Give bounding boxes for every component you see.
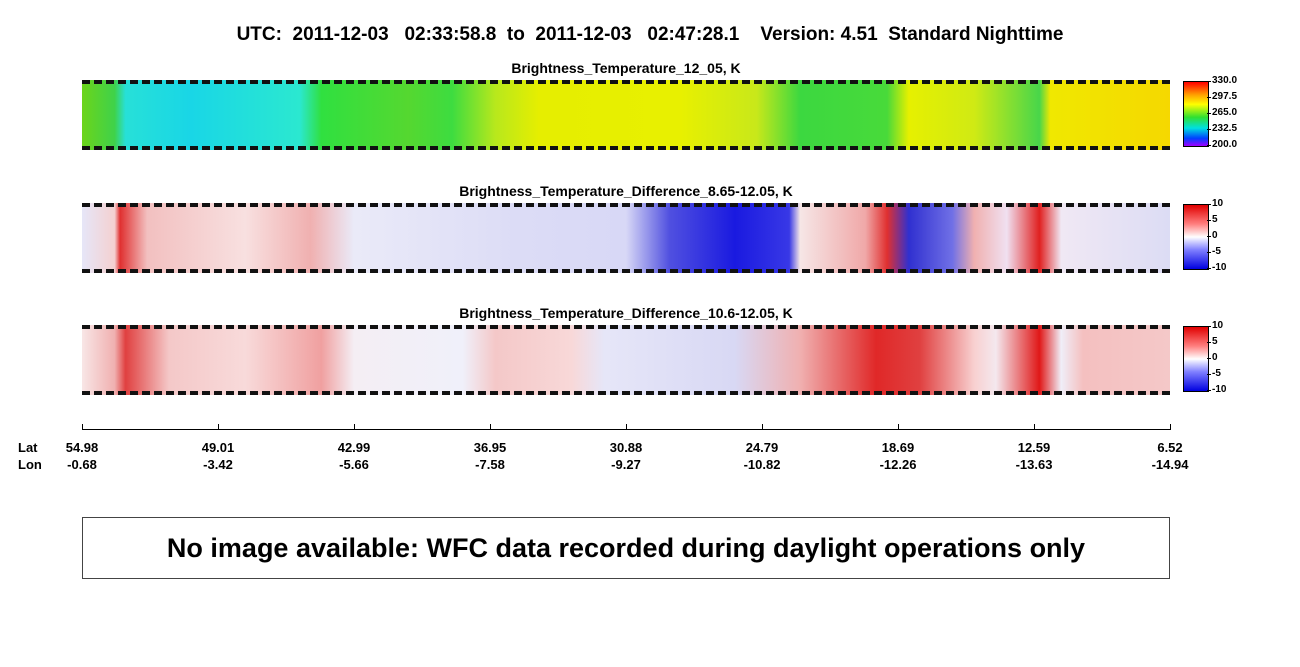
colorbar-tick-label: 0 [1212,230,1218,241]
lat-label: 36.95 [473,440,507,455]
message: No image available: WFC data recorded du… [166,532,1086,563]
lat-label: 49.01 [201,440,235,455]
axis-tick [762,424,763,430]
colorbar [1183,204,1209,270]
axis-tick [354,424,355,430]
colorbar-tick-mark [1207,326,1211,327]
colorbar-tick-label: 10 [1212,320,1224,331]
colorbar-tick-label: -10 [1212,384,1227,395]
colorbar-tick-label: 232.5 [1212,123,1238,134]
colorbar-tick-label: -10 [1212,262,1227,273]
axis-tick [218,424,219,430]
lat-label: 42.99 [337,440,371,455]
lon-label: -9.27 [611,457,641,472]
panel-title: Brightness_Temperature_12_05, K [511,60,741,76]
colorbar-tick-mark [1207,204,1211,205]
message-box: No image available: WFC data recorded du… [82,517,1170,579]
colorbar-tick-label: -5 [1212,368,1221,379]
lon-label: -5.66 [339,457,369,472]
lat-label: 12.59 [1017,440,1051,455]
row-label: Lon [18,457,42,472]
colorbar-tick-label: 200.0 [1212,139,1238,150]
lon-label: -0.68 [67,457,97,472]
lat-label: 30.88 [609,440,643,455]
lat-label: 6.52 [1157,440,1183,455]
lon-label: -12.26 [879,457,917,472]
colorbar-tick-mark [1207,390,1211,391]
panel-title: Brightness_Temperature_Difference_8.65-1… [459,183,793,199]
page-title: UTC: 2011-12-03 02:33:58.8 to 2011-12-03… [236,24,1064,45]
colorbar-tick-mark [1207,129,1211,130]
axis-tick [82,424,83,430]
colorbar-tick-label: 330.0 [1212,75,1238,86]
lat-label: 54.98 [65,440,99,455]
data-strip [82,325,1170,395]
colorbar-tick-mark [1207,374,1211,375]
axis-tick [490,424,491,430]
axis-tick [898,424,899,430]
lon-label: -14.94 [1151,457,1189,472]
colorbar-tick-mark [1207,236,1211,237]
colorbar-tick-label: 265.0 [1212,107,1238,118]
colorbar-tick-mark [1207,342,1211,343]
colorbar-tick-mark [1207,145,1211,146]
lon-label: -7.58 [475,457,505,472]
colorbar-tick-label: 5 [1212,214,1218,225]
colorbar-tick-label: 10 [1212,198,1224,209]
colorbar [1183,326,1209,392]
axis-tick [1034,424,1035,430]
colorbar-tick-label: -5 [1212,246,1221,257]
colorbar-tick-mark [1207,97,1211,98]
axis-tick [1170,424,1171,430]
colorbar [1183,81,1209,147]
data-strip [82,203,1170,273]
lat-label: 18.69 [881,440,915,455]
colorbar-tick-label: 0 [1212,352,1218,363]
panel-title: Brightness_Temperature_Difference_10.6-1… [459,305,793,321]
lat-label: 24.79 [745,440,779,455]
lon-label: -13.63 [1015,457,1053,472]
colorbar-tick-mark [1207,252,1211,253]
colorbar-tick-label: 297.5 [1212,91,1238,102]
colorbar-tick-mark [1207,268,1211,269]
axis-tick [626,424,627,430]
colorbar-tick-mark [1207,81,1211,82]
colorbar-tick-mark [1207,358,1211,359]
colorbar-tick-label: 5 [1212,336,1218,347]
colorbar-tick-mark [1207,220,1211,221]
data-strip [82,80,1170,150]
colorbar-tick-mark [1207,113,1211,114]
row-label: Lat [18,440,38,455]
lon-label: -3.42 [203,457,233,472]
lon-label: -10.82 [743,457,781,472]
